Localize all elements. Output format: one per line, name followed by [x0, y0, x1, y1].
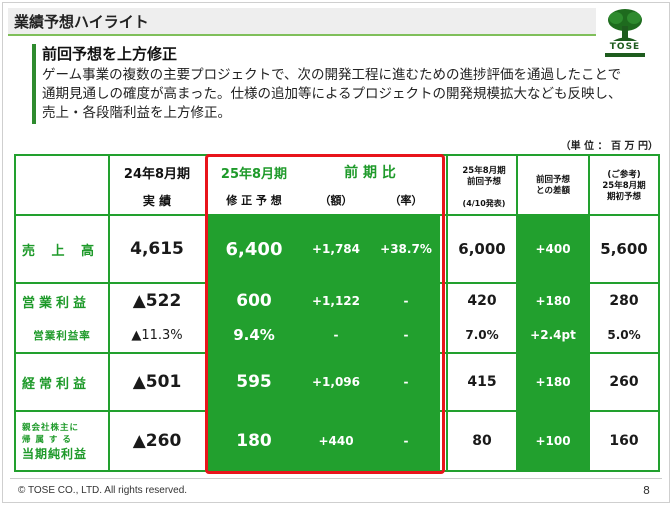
row-separator — [14, 410, 660, 412]
header-prev-forecast: 25年8月期 前回予想 — [462, 166, 506, 187]
logo-underline — [605, 53, 645, 57]
headline: 前回予想を上方修正 — [42, 45, 178, 63]
op-yoy-amount: +1,122 — [311, 294, 360, 308]
sales-fy24: 4,615 — [130, 239, 184, 259]
ord-fy24: ▲501 — [132, 372, 182, 392]
header-yoy-amount: （額） — [319, 194, 353, 207]
opm-fy24: ▲11.3% — [131, 327, 183, 343]
diff-column-bg — [518, 216, 588, 470]
header-fy24: 24年8月期 — [123, 166, 191, 182]
header-fy25: 25年8月期 — [220, 166, 288, 182]
net-fy24: ▲260 — [132, 431, 182, 451]
row-label-net-income: 親会社株主に 帰 属 す る 当期純利益 — [16, 412, 108, 470]
opm-prev: 7.0% — [465, 328, 499, 342]
row-label-ordinary-profit: 経常利益 — [22, 376, 91, 392]
header-diff: 前回予想 との差額 — [535, 175, 570, 196]
column-separator — [658, 154, 660, 472]
footer: © TOSE CO., LTD. All rights reserved. 8 — [10, 478, 662, 500]
ord-diff: +180 — [535, 375, 571, 389]
row-label-operating-profit: 営業利益 — [22, 295, 91, 311]
title-bar: 業績予想ハイライト — [8, 8, 596, 34]
header-fy25-sub: 修 正 予 想 — [226, 194, 282, 207]
sales-fy25: 6,400 — [225, 238, 283, 260]
net-diff: +100 — [535, 434, 571, 448]
net-label-line2: 帰 属 す る — [22, 434, 72, 445]
header-prev-date: (4/10発表) — [462, 198, 506, 208]
header-yoy: 前 期 比 — [344, 165, 396, 181]
column-separator — [588, 154, 590, 472]
op-diff: +180 — [535, 294, 571, 308]
header-reference: (ご参考) 25年8月期 期初予想 — [602, 169, 646, 202]
copyright: © TOSE CO., LTD. All rights reserved. — [18, 485, 188, 496]
sales-prev: 6,000 — [458, 240, 506, 258]
tose-logo: TOSE — [602, 8, 648, 58]
sales-ref: 5,600 — [600, 240, 648, 258]
net-yoy-rate: - — [403, 434, 409, 448]
op-prev: 420 — [467, 293, 497, 309]
net-label-line3: 当期純利益 — [22, 446, 88, 461]
logo-text: TOSE — [609, 42, 641, 52]
ord-yoy-rate: - — [403, 375, 409, 389]
unit-label: （単 位 ： 百 万 円） — [560, 141, 658, 152]
op-ref: 280 — [609, 293, 639, 309]
row-separator — [14, 214, 660, 216]
column-separator — [14, 154, 16, 472]
net-ref: 160 — [609, 433, 639, 449]
header-fy24-sub: 実 績 — [142, 193, 172, 208]
column-separator — [516, 154, 518, 472]
row-label-sales: 売 上 高 — [22, 243, 101, 259]
op-yoy-rate: - — [403, 294, 409, 308]
ord-yoy-amount: +1,096 — [311, 375, 360, 389]
body-text: ゲーム事業の複数の主要プロジェクトで、次の開発工程に進むための進捗評価を通過した… — [42, 67, 622, 121]
headline-accent-bar — [32, 44, 36, 124]
row-separator — [14, 282, 660, 284]
sales-yoy-amount: +1,784 — [311, 242, 360, 256]
tose-tree-logo-icon — [608, 9, 642, 41]
opm-yoy-rate: - — [403, 328, 409, 342]
fy25-column-bg — [208, 216, 440, 470]
ord-fy25: 595 — [236, 372, 272, 392]
op-fy24: ▲522 — [132, 291, 182, 311]
ord-ref: 260 — [609, 374, 639, 390]
row-label-operating-margin: 営業利益率 — [33, 329, 91, 342]
opm-yoy-amount: - — [333, 328, 339, 342]
opm-diff: +2.4pt — [530, 328, 576, 342]
page-number: 8 — [643, 484, 650, 497]
slide-title: 業績予想ハイライト — [14, 13, 149, 31]
revised-forecast-highlight — [205, 154, 445, 474]
net-label-line1: 親会社株主に — [22, 422, 80, 433]
opm-fy25: 9.4% — [233, 326, 275, 344]
op-fy25: 600 — [236, 291, 272, 311]
net-fy25: 180 — [236, 431, 272, 451]
opm-ref: 5.0% — [607, 328, 641, 342]
header-yoy-rate: （率） — [389, 194, 423, 207]
sales-diff: +400 — [535, 242, 571, 256]
title-rule — [8, 34, 596, 36]
ord-prev: 415 — [467, 374, 497, 390]
sales-yoy-rate: +38.7% — [380, 242, 432, 256]
column-separator — [108, 154, 110, 472]
net-yoy-amount: +440 — [318, 434, 354, 448]
row-separator — [14, 352, 660, 354]
net-prev: 80 — [472, 433, 492, 449]
column-separator — [446, 154, 448, 472]
